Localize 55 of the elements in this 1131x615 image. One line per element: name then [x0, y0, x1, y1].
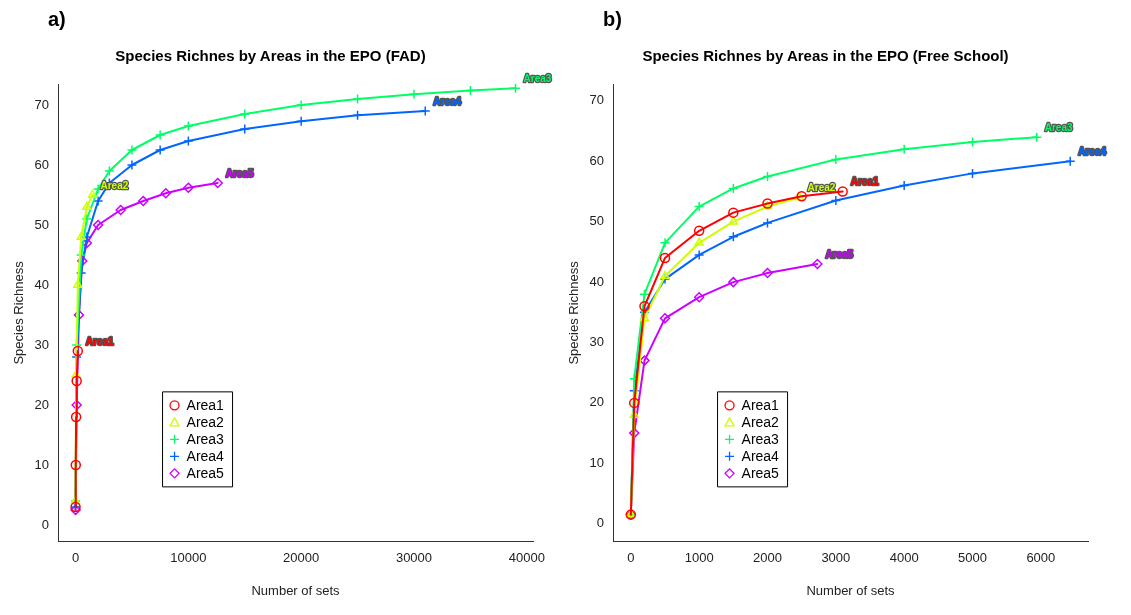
y-tick-label: 50: [34, 216, 50, 232]
y-axis-title: Species Richness: [566, 260, 582, 365]
x-tick-label: 2000: [753, 550, 782, 566]
legend-label: Area4: [186, 448, 225, 465]
y-tick-label: 10: [589, 454, 605, 470]
y-tick-label: 50: [589, 213, 605, 229]
x-tick-label: 20000: [283, 550, 320, 566]
legend-label: Area3: [186, 431, 225, 448]
chart-title: Species Richnes by Areas in the EPO (FAD): [115, 47, 426, 65]
text: Area5: [825, 248, 854, 260]
y-tick-label: 20: [589, 394, 605, 410]
y-tick-label: 30: [34, 336, 50, 352]
x-tick-label: 0: [71, 550, 80, 566]
x-tick-label: 10000: [170, 550, 207, 566]
x-tick-label: 5000: [958, 550, 987, 566]
x-axis-title: Number of sets: [251, 582, 341, 598]
x-tick-label: 1000: [684, 550, 714, 566]
y-tick-label: 30: [589, 334, 605, 350]
text: Area2: [807, 182, 836, 194]
x-tick-label: 3000: [821, 550, 851, 566]
y-tick-label: 0: [41, 516, 50, 532]
text: Area4: [433, 95, 462, 107]
y-tick-label: 20: [34, 396, 50, 412]
text: Area3: [1044, 121, 1073, 133]
y-tick-label: 70: [34, 96, 50, 112]
y-tick-label: 0: [596, 515, 605, 531]
legend-label: Area1: [186, 397, 225, 414]
x-tick-label: 0: [627, 550, 635, 566]
text: Area4: [1078, 146, 1107, 158]
legend-label: Area5: [741, 465, 780, 482]
x-tick-label: 40000: [508, 550, 545, 566]
y-tick-label: 70: [589, 92, 605, 108]
legend-label: Area1: [741, 397, 780, 414]
x-tick-label: 4000: [889, 550, 919, 566]
text: a): [47, 8, 67, 32]
legend-label: Area4: [741, 448, 780, 465]
legend-label: Area5: [186, 465, 225, 482]
legend-label: Area2: [741, 414, 780, 431]
y-axis-title: Species Richness: [11, 260, 27, 365]
y-tick-label: 40: [589, 273, 605, 289]
text: Area5: [225, 167, 254, 179]
text: Area3: [523, 72, 552, 84]
legend-label: Area2: [186, 414, 225, 431]
y-tick-label: 40: [34, 276, 50, 292]
chart-title: Species Richnes by Areas in the EPO (Free School): [642, 47, 1009, 65]
y-tick-label: 60: [34, 156, 50, 172]
x-tick-label: 30000: [395, 550, 433, 566]
y-tick-label: 60: [589, 152, 605, 168]
text: b): [602, 8, 623, 32]
text: Area1: [85, 335, 114, 347]
text: Area1: [850, 176, 879, 188]
x-axis-title: Number of sets: [806, 582, 896, 598]
x-tick-label: 6000: [1026, 550, 1056, 566]
legend-label: Area3: [741, 431, 780, 448]
y-tick-label: 10: [34, 456, 50, 472]
